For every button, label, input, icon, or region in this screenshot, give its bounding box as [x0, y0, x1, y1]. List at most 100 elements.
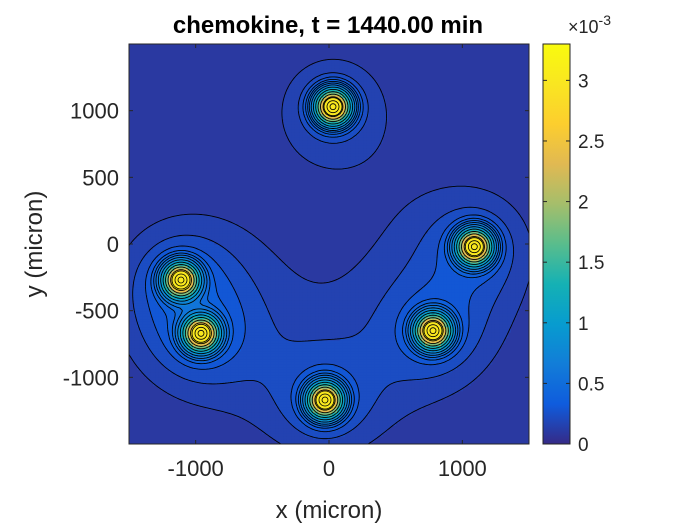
- contour-fill-cell: [417, 388, 421, 392]
- contour-fill-cell: [331, 414, 335, 418]
- contour-fill-cell: [473, 366, 477, 370]
- contour-fill-cell: [406, 350, 410, 354]
- contour-fill-cell: [174, 388, 178, 392]
- contour-fill-cell: [251, 388, 255, 392]
- contour-fill-cell: [193, 398, 197, 402]
- contour-fill-cell: [401, 353, 405, 357]
- contour-fill-cell: [241, 356, 245, 360]
- contour-fill-cell: [262, 377, 266, 381]
- contour-fill-cell: [201, 366, 205, 370]
- contour-fill-cell: [409, 385, 413, 389]
- contour-fill-cell: [419, 361, 423, 365]
- contour-fill-cell: [355, 441, 359, 444]
- contour-fill-cell: [441, 374, 445, 378]
- contour-fill-cell: [318, 433, 322, 437]
- contour-fill-cell: [406, 390, 410, 394]
- contour-fill-cell: [257, 422, 261, 426]
- contour-fill-cell: [203, 382, 207, 386]
- contour-fill-cell: [374, 420, 378, 424]
- contour-fill-cell: [289, 374, 293, 378]
- contour-fill-cell: [371, 409, 375, 413]
- contour-fill-cell: [222, 406, 226, 410]
- contour-fill-cell: [265, 361, 269, 365]
- contour-fill-cell: [273, 398, 277, 402]
- contour-fill-cell: [377, 345, 381, 349]
- contour-fill-cell: [291, 377, 295, 381]
- contour-fill-cell: [185, 382, 189, 386]
- contour-fill-cell: [457, 348, 461, 352]
- contour-fill-cell: [251, 345, 255, 349]
- contour-fill-cell: [235, 342, 239, 346]
- contour-fill-cell: [305, 350, 309, 354]
- contour-fill-cell: [289, 348, 293, 352]
- contour-fill-cell: [398, 361, 402, 365]
- contour-fill-cell: [321, 358, 325, 362]
- contour-fill-cell: [305, 348, 309, 352]
- contour-fill-cell: [297, 377, 301, 381]
- contour-fill-cell: [206, 380, 210, 384]
- contour-fill-cell: [470, 358, 474, 362]
- contour-fill-cell: [267, 358, 271, 362]
- contour-fill-cell: [473, 348, 477, 352]
- contour-fill-cell: [273, 369, 277, 373]
- contour-fill-cell: [350, 380, 354, 384]
- contour-fill-cell: [414, 369, 418, 373]
- contour-fill-cell: [203, 369, 207, 373]
- contour-fill-cell: [251, 377, 255, 381]
- contour-fill-cell: [321, 390, 325, 394]
- contour-fill-cell: [305, 364, 309, 368]
- contour-fill-cell: [374, 390, 378, 394]
- contour-fill-cell: [478, 353, 482, 357]
- contour-fill-cell: [257, 361, 261, 365]
- contour-fill-cell: [441, 377, 445, 381]
- contour-fill-cell: [166, 390, 170, 394]
- contour-fill-cell: [323, 412, 327, 416]
- contour-fill-cell: [161, 356, 165, 360]
- contour-fill-cell: [475, 366, 479, 370]
- contour-fill-cell: [305, 372, 309, 376]
- contour-fill-cell: [278, 436, 282, 440]
- contour-fill-cell: [241, 414, 245, 418]
- contour-fill-cell: [211, 398, 215, 402]
- contour-fill-cell: [291, 393, 295, 397]
- contour-fill-cell: [275, 390, 279, 394]
- contour-fill-cell: [435, 372, 439, 376]
- contour-fill-cell: [302, 441, 306, 444]
- contour-fill-cell: [334, 390, 338, 394]
- contour-fill-cell: [331, 390, 335, 394]
- contour-fill-cell: [342, 441, 346, 444]
- contour-fill-cell: [241, 398, 245, 402]
- contour-fill-cell: [355, 414, 359, 418]
- contour-fill-cell: [190, 396, 194, 400]
- contour-fill-cell: [294, 382, 298, 386]
- contour-fill-cell: [438, 385, 442, 389]
- contour-fill-cell: [185, 377, 189, 381]
- contour-fill-cell: [321, 385, 325, 389]
- contour-fill-cell: [209, 342, 213, 346]
- contour-fill-cell: [475, 372, 479, 376]
- contour-fill-cell: [371, 353, 375, 357]
- contour-fill-cell: [422, 345, 426, 349]
- contour-fill-cell: [241, 390, 245, 394]
- contour-fill-cell: [182, 366, 186, 370]
- contour-fill-cell: [425, 377, 429, 381]
- contour-fill-cell: [329, 388, 333, 392]
- contour-fill-cell: [441, 393, 445, 397]
- contour-fill-cell: [278, 374, 282, 378]
- contour-fill-cell: [185, 388, 189, 392]
- contour-fill-cell: [275, 356, 279, 360]
- contour-fill-cell: [297, 406, 301, 410]
- contour-fill-cell: [379, 382, 383, 386]
- contour-fill-cell: [233, 350, 237, 354]
- contour-fill-cell: [198, 369, 202, 373]
- contour-fill-cell: [379, 348, 383, 352]
- contour-fill-cell: [283, 398, 287, 402]
- contour-fill-cell: [243, 390, 247, 394]
- contour-fill-cell: [281, 342, 285, 346]
- contour-fill-cell: [313, 401, 317, 405]
- contour-fill-cell: [243, 401, 247, 405]
- contour-fill-cell: [161, 372, 165, 376]
- contour-fill-cell: [347, 420, 351, 424]
- contour-fill-cell: [286, 356, 290, 360]
- contour-fill-cell: [307, 412, 311, 416]
